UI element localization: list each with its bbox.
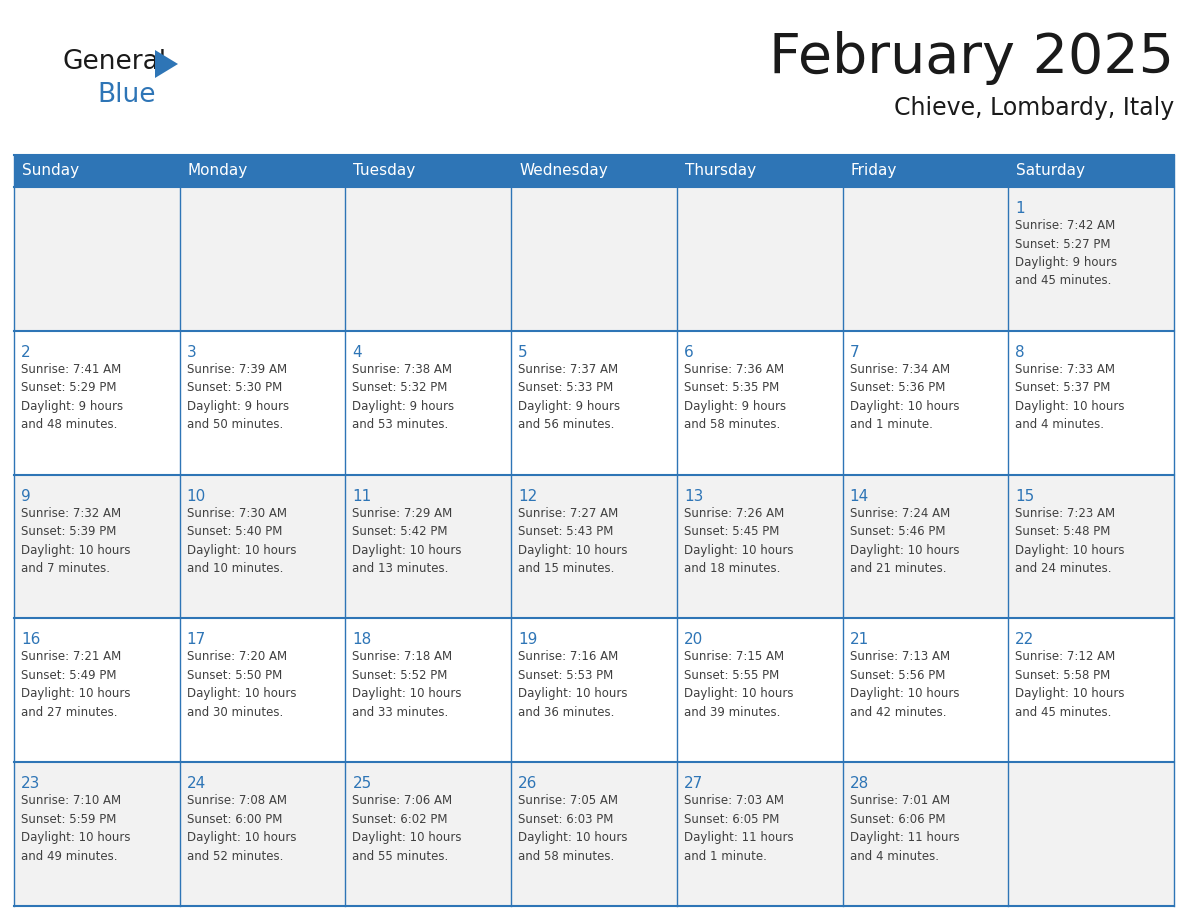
Text: 5: 5 xyxy=(518,345,527,360)
Text: 20: 20 xyxy=(684,633,703,647)
Text: 28: 28 xyxy=(849,777,868,791)
Text: 21: 21 xyxy=(849,633,868,647)
Text: 13: 13 xyxy=(684,488,703,504)
Text: 15: 15 xyxy=(1016,488,1035,504)
Text: Sunrise: 7:01 AM
Sunset: 6:06 PM
Daylight: 11 hours
and 4 minutes.: Sunrise: 7:01 AM Sunset: 6:06 PM Dayligh… xyxy=(849,794,959,863)
Text: 14: 14 xyxy=(849,488,868,504)
Text: 6: 6 xyxy=(684,345,694,360)
Text: Sunrise: 7:10 AM
Sunset: 5:59 PM
Daylight: 10 hours
and 49 minutes.: Sunrise: 7:10 AM Sunset: 5:59 PM Dayligh… xyxy=(21,794,131,863)
Text: Sunrise: 7:13 AM
Sunset: 5:56 PM
Daylight: 10 hours
and 42 minutes.: Sunrise: 7:13 AM Sunset: 5:56 PM Dayligh… xyxy=(849,650,959,719)
Text: 9: 9 xyxy=(21,488,31,504)
Text: 18: 18 xyxy=(353,633,372,647)
Polygon shape xyxy=(154,50,178,78)
Text: Sunrise: 7:18 AM
Sunset: 5:52 PM
Daylight: 10 hours
and 33 minutes.: Sunrise: 7:18 AM Sunset: 5:52 PM Dayligh… xyxy=(353,650,462,719)
Text: Sunrise: 7:42 AM
Sunset: 5:27 PM
Daylight: 9 hours
and 45 minutes.: Sunrise: 7:42 AM Sunset: 5:27 PM Dayligh… xyxy=(1016,219,1118,287)
Bar xyxy=(14,619,1174,762)
Text: 1: 1 xyxy=(1016,201,1025,216)
Text: Blue: Blue xyxy=(97,82,156,108)
Text: Sunrise: 7:16 AM
Sunset: 5:53 PM
Daylight: 10 hours
and 36 minutes.: Sunrise: 7:16 AM Sunset: 5:53 PM Dayligh… xyxy=(518,650,627,719)
Text: Sunrise: 7:12 AM
Sunset: 5:58 PM
Daylight: 10 hours
and 45 minutes.: Sunrise: 7:12 AM Sunset: 5:58 PM Dayligh… xyxy=(1016,650,1125,719)
Text: Monday: Monday xyxy=(188,163,248,178)
Text: Sunrise: 7:03 AM
Sunset: 6:05 PM
Daylight: 11 hours
and 1 minute.: Sunrise: 7:03 AM Sunset: 6:05 PM Dayligh… xyxy=(684,794,794,863)
Text: Sunrise: 7:06 AM
Sunset: 6:02 PM
Daylight: 10 hours
and 55 minutes.: Sunrise: 7:06 AM Sunset: 6:02 PM Dayligh… xyxy=(353,794,462,863)
Text: 12: 12 xyxy=(518,488,537,504)
Text: Sunrise: 7:36 AM
Sunset: 5:35 PM
Daylight: 9 hours
and 58 minutes.: Sunrise: 7:36 AM Sunset: 5:35 PM Dayligh… xyxy=(684,363,786,431)
Text: Sunrise: 7:24 AM
Sunset: 5:46 PM
Daylight: 10 hours
and 21 minutes.: Sunrise: 7:24 AM Sunset: 5:46 PM Dayligh… xyxy=(849,507,959,575)
Bar xyxy=(14,330,1174,475)
Text: General: General xyxy=(62,49,166,75)
Text: Tuesday: Tuesday xyxy=(353,163,416,178)
Text: Sunday: Sunday xyxy=(23,163,80,178)
Text: 3: 3 xyxy=(187,345,196,360)
Bar xyxy=(14,155,1174,187)
Text: Thursday: Thursday xyxy=(684,163,756,178)
Text: Sunrise: 7:29 AM
Sunset: 5:42 PM
Daylight: 10 hours
and 13 minutes.: Sunrise: 7:29 AM Sunset: 5:42 PM Dayligh… xyxy=(353,507,462,575)
Text: Sunrise: 7:32 AM
Sunset: 5:39 PM
Daylight: 10 hours
and 7 minutes.: Sunrise: 7:32 AM Sunset: 5:39 PM Dayligh… xyxy=(21,507,131,575)
Text: 4: 4 xyxy=(353,345,362,360)
Text: Sunrise: 7:05 AM
Sunset: 6:03 PM
Daylight: 10 hours
and 58 minutes.: Sunrise: 7:05 AM Sunset: 6:03 PM Dayligh… xyxy=(518,794,627,863)
Text: Sunrise: 7:41 AM
Sunset: 5:29 PM
Daylight: 9 hours
and 48 minutes.: Sunrise: 7:41 AM Sunset: 5:29 PM Dayligh… xyxy=(21,363,124,431)
Text: Sunrise: 7:39 AM
Sunset: 5:30 PM
Daylight: 9 hours
and 50 minutes.: Sunrise: 7:39 AM Sunset: 5:30 PM Dayligh… xyxy=(187,363,289,431)
Text: Sunrise: 7:26 AM
Sunset: 5:45 PM
Daylight: 10 hours
and 18 minutes.: Sunrise: 7:26 AM Sunset: 5:45 PM Dayligh… xyxy=(684,507,794,575)
Bar xyxy=(14,475,1174,619)
Text: Sunrise: 7:15 AM
Sunset: 5:55 PM
Daylight: 10 hours
and 39 minutes.: Sunrise: 7:15 AM Sunset: 5:55 PM Dayligh… xyxy=(684,650,794,719)
Text: 27: 27 xyxy=(684,777,703,791)
Text: 22: 22 xyxy=(1016,633,1035,647)
Text: Saturday: Saturday xyxy=(1016,163,1086,178)
Text: 7: 7 xyxy=(849,345,859,360)
Text: Sunrise: 7:23 AM
Sunset: 5:48 PM
Daylight: 10 hours
and 24 minutes.: Sunrise: 7:23 AM Sunset: 5:48 PM Dayligh… xyxy=(1016,507,1125,575)
Text: 2: 2 xyxy=(21,345,31,360)
Text: Sunrise: 7:08 AM
Sunset: 6:00 PM
Daylight: 10 hours
and 52 minutes.: Sunrise: 7:08 AM Sunset: 6:00 PM Dayligh… xyxy=(187,794,296,863)
Text: 26: 26 xyxy=(518,777,537,791)
Text: 23: 23 xyxy=(21,777,40,791)
Bar xyxy=(14,762,1174,906)
Text: Chieve, Lombardy, Italy: Chieve, Lombardy, Italy xyxy=(893,96,1174,120)
Text: 17: 17 xyxy=(187,633,206,647)
Text: Sunrise: 7:27 AM
Sunset: 5:43 PM
Daylight: 10 hours
and 15 minutes.: Sunrise: 7:27 AM Sunset: 5:43 PM Dayligh… xyxy=(518,507,627,575)
Text: Sunrise: 7:34 AM
Sunset: 5:36 PM
Daylight: 10 hours
and 1 minute.: Sunrise: 7:34 AM Sunset: 5:36 PM Dayligh… xyxy=(849,363,959,431)
Text: Sunrise: 7:20 AM
Sunset: 5:50 PM
Daylight: 10 hours
and 30 minutes.: Sunrise: 7:20 AM Sunset: 5:50 PM Dayligh… xyxy=(187,650,296,719)
Text: Sunrise: 7:33 AM
Sunset: 5:37 PM
Daylight: 10 hours
and 4 minutes.: Sunrise: 7:33 AM Sunset: 5:37 PM Dayligh… xyxy=(1016,363,1125,431)
Text: 16: 16 xyxy=(21,633,40,647)
Text: 25: 25 xyxy=(353,777,372,791)
Text: 24: 24 xyxy=(187,777,206,791)
Bar xyxy=(14,187,1174,330)
Text: Wednesday: Wednesday xyxy=(519,163,608,178)
Text: Sunrise: 7:38 AM
Sunset: 5:32 PM
Daylight: 9 hours
and 53 minutes.: Sunrise: 7:38 AM Sunset: 5:32 PM Dayligh… xyxy=(353,363,455,431)
Text: 10: 10 xyxy=(187,488,206,504)
Text: Sunrise: 7:37 AM
Sunset: 5:33 PM
Daylight: 9 hours
and 56 minutes.: Sunrise: 7:37 AM Sunset: 5:33 PM Dayligh… xyxy=(518,363,620,431)
Text: Sunrise: 7:21 AM
Sunset: 5:49 PM
Daylight: 10 hours
and 27 minutes.: Sunrise: 7:21 AM Sunset: 5:49 PM Dayligh… xyxy=(21,650,131,719)
Text: February 2025: February 2025 xyxy=(769,31,1174,85)
Text: Sunrise: 7:30 AM
Sunset: 5:40 PM
Daylight: 10 hours
and 10 minutes.: Sunrise: 7:30 AM Sunset: 5:40 PM Dayligh… xyxy=(187,507,296,575)
Text: 8: 8 xyxy=(1016,345,1025,360)
Text: 19: 19 xyxy=(518,633,537,647)
Text: 11: 11 xyxy=(353,488,372,504)
Text: Friday: Friday xyxy=(851,163,897,178)
